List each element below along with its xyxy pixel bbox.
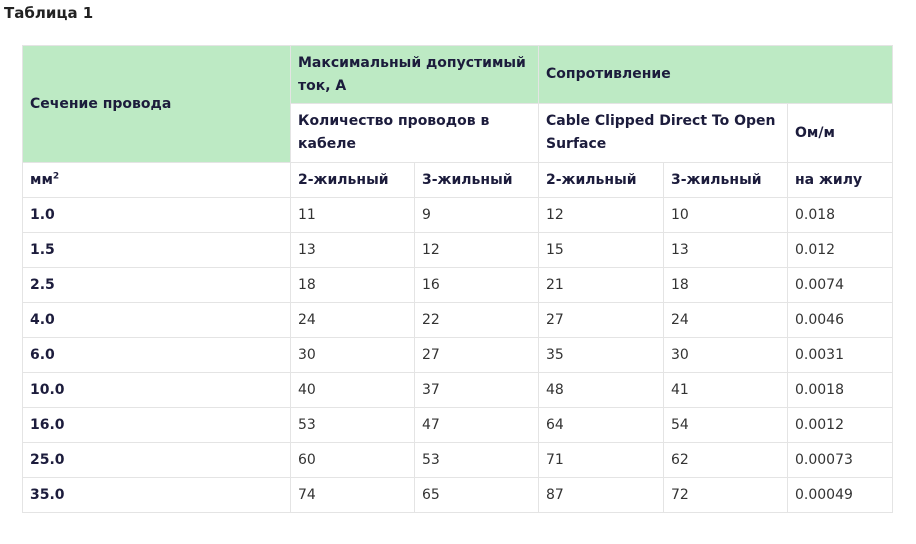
data-cell: 65 xyxy=(414,477,539,513)
data-cell: 24 xyxy=(290,302,415,338)
header-cell: Ом/м xyxy=(786,103,894,163)
data-cell: 41 xyxy=(663,372,788,408)
data-cell: 40 xyxy=(290,372,415,408)
data-cell: 72 xyxy=(663,477,788,513)
header-cell: Количество проводов в кабеле xyxy=(290,103,539,163)
data-cell: 6.0 xyxy=(22,337,291,373)
data-row: 6.0 30 27 35 30 0.0031 xyxy=(22,337,894,373)
data-cell: 0.0046 xyxy=(786,302,894,338)
unit-cell: мм2 xyxy=(22,162,291,198)
data-row: 2.5 18 16 21 18 0.0074 xyxy=(22,267,894,303)
data-cell: 16 xyxy=(414,267,539,303)
data-cell: 13 xyxy=(290,232,415,268)
data-cell: 48 xyxy=(538,372,664,408)
header-cell: Сопротивление xyxy=(537,45,894,104)
data-row: 16.0 53 47 64 54 0.0012 xyxy=(22,407,894,443)
data-cell: 27 xyxy=(538,302,664,338)
data-cell: 13 xyxy=(663,232,788,268)
data-cell: 0.00049 xyxy=(786,477,894,513)
data-cell: 15 xyxy=(538,232,664,268)
unit-cell: 3-жильный xyxy=(663,162,788,198)
data-cell: 12 xyxy=(414,232,539,268)
data-cell: 74 xyxy=(290,477,415,513)
data-cell: 0.0018 xyxy=(786,372,894,408)
data-cell: 71 xyxy=(538,442,664,478)
unit-cell: 2-жильный xyxy=(538,162,664,198)
data-cell: 0.018 xyxy=(786,197,894,233)
unit-cell: 3-жильный xyxy=(414,162,539,198)
data-cell: 2.5 xyxy=(22,267,291,303)
data-cell: 53 xyxy=(290,407,415,443)
data-cell: 35.0 xyxy=(22,477,291,513)
data-cell: 21 xyxy=(538,267,664,303)
data-cell: 60 xyxy=(290,442,415,478)
data-cell: 53 xyxy=(414,442,539,478)
data-cell: 30 xyxy=(663,337,788,373)
table-head: Сечение провода Максимальный допустимый … xyxy=(22,45,894,198)
unit-cell: 2-жильный xyxy=(290,162,415,198)
data-cell: 18 xyxy=(290,267,415,303)
data-cell: 10 xyxy=(663,197,788,233)
data-row: 1.0 11 9 12 10 0.018 xyxy=(22,197,894,233)
header-row: Количество проводов в кабеле Cable Clipp… xyxy=(23,103,894,163)
data-cell: 10.0 xyxy=(22,372,291,408)
data-row: 10.0 40 37 48 41 0.0018 xyxy=(22,372,894,408)
header-row: Сечение провода Максимальный допустимый … xyxy=(22,45,894,163)
data-cell: 0.0031 xyxy=(786,337,894,373)
data-cell: 30 xyxy=(290,337,415,373)
data-cell: 22 xyxy=(414,302,539,338)
data-cell: 64 xyxy=(538,407,664,443)
data-cell: 0.0074 xyxy=(786,267,894,303)
unit-cell: на жилу xyxy=(786,162,894,198)
unit-text: мм xyxy=(30,171,53,188)
data-row: 35.0 74 65 87 72 0.00049 xyxy=(22,477,894,513)
data-row: 1.5 13 12 15 13 0.012 xyxy=(22,232,894,268)
data-cell: 27 xyxy=(414,337,539,373)
header-cell: Сечение провода xyxy=(22,45,291,163)
data-row: 4.0 24 22 27 24 0.0046 xyxy=(22,302,894,338)
header-cell: Cable Clipped Direct To Open Surface xyxy=(538,103,788,163)
table-body: 1.0 11 9 12 10 0.018 1.5 13 12 15 13 0.012 2.5 18 16 21… xyxy=(22,197,894,513)
data-cell: 35 xyxy=(538,337,664,373)
table-title: Таблица 1 xyxy=(4,4,94,22)
units-row: мм2 2-жильный 3-жильный 2-жильный 3-жильный… xyxy=(22,162,894,198)
data-cell: 62 xyxy=(663,442,788,478)
data-cell: 1.0 xyxy=(22,197,291,233)
data-cell: 9 xyxy=(414,197,539,233)
data-cell: 87 xyxy=(538,477,664,513)
data-cell: 37 xyxy=(414,372,539,408)
data-cell: 16.0 xyxy=(22,407,291,443)
data-cell: 0.012 xyxy=(786,232,894,268)
data-cell: 25.0 xyxy=(22,442,291,478)
data-cell: 24 xyxy=(663,302,788,338)
data-cell: 1.5 xyxy=(22,232,291,268)
data-cell: 11 xyxy=(290,197,415,233)
data-cell: 4.0 xyxy=(22,302,291,338)
data-cell: 12 xyxy=(538,197,664,233)
data-cell: 0.00073 xyxy=(786,442,894,478)
data-row: 25.0 60 53 71 62 0.00073 xyxy=(22,442,894,478)
header-cell: Максимальный допустимый ток, А xyxy=(290,45,539,104)
unit-exponent: 2 xyxy=(52,170,60,181)
data-cell: 54 xyxy=(663,407,788,443)
data-cell: 0.0012 xyxy=(786,407,894,443)
cable-table: Сечение провода Максимальный допустимый … xyxy=(22,45,894,513)
data-cell: 18 xyxy=(663,267,788,303)
data-cell: 47 xyxy=(414,407,539,443)
